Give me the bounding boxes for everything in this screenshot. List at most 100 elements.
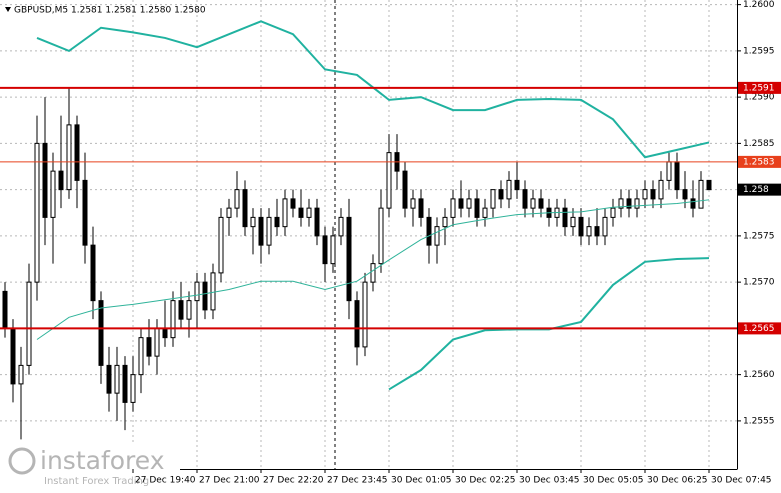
candle-body bbox=[506, 179, 512, 200]
x-tick-label: 30 Dec 03:45 bbox=[519, 476, 580, 486]
candle-body bbox=[690, 198, 696, 209]
candle-body bbox=[170, 300, 176, 339]
logo-subtitle: Instant Forex Trading bbox=[44, 476, 149, 487]
level-label: 1.258 bbox=[743, 185, 769, 195]
candle-body bbox=[386, 152, 392, 209]
candle-body bbox=[530, 198, 536, 209]
y-tick-label: 1.2585 bbox=[743, 139, 775, 149]
x-tick-label: 30 Dec 01:05 bbox=[391, 476, 452, 486]
candle-body bbox=[50, 170, 56, 218]
candle-body bbox=[34, 142, 40, 283]
candle-body bbox=[10, 327, 16, 385]
candle-body bbox=[42, 142, 48, 218]
candle-body bbox=[442, 216, 448, 228]
candle-body bbox=[194, 281, 200, 302]
candle-body bbox=[226, 207, 232, 218]
candle-body bbox=[474, 198, 480, 218]
level-label: 1.2565 bbox=[743, 324, 775, 334]
candle-body bbox=[378, 207, 384, 265]
y-tick-label: 1.2560 bbox=[743, 370, 775, 380]
candle-body bbox=[482, 207, 488, 218]
logo-text: instaforex bbox=[40, 446, 165, 475]
candle-body bbox=[82, 179, 88, 246]
candle-body bbox=[2, 290, 8, 329]
plot bbox=[0, 0, 737, 469]
candle-body bbox=[210, 272, 216, 311]
candle-body bbox=[154, 327, 160, 357]
candle-body bbox=[178, 300, 184, 320]
candle-body bbox=[666, 161, 672, 181]
level-label-box bbox=[738, 155, 781, 168]
candle-body bbox=[282, 198, 288, 228]
candle-body bbox=[202, 281, 208, 311]
candle-body bbox=[338, 216, 344, 237]
candle-body bbox=[26, 281, 32, 366]
candle-body bbox=[298, 207, 304, 218]
y-tick-label: 1.2595 bbox=[743, 46, 775, 56]
candle-body bbox=[642, 189, 648, 200]
candle-body bbox=[362, 281, 368, 348]
candle-body bbox=[90, 244, 96, 302]
candle-body bbox=[402, 170, 408, 209]
y-tick-label: 1.2570 bbox=[743, 278, 775, 288]
x-tick-label: 30 Dec 06:25 bbox=[647, 476, 708, 486]
candle-body bbox=[330, 235, 336, 265]
candle-body bbox=[570, 216, 576, 228]
candle-body bbox=[434, 226, 440, 246]
x-tick-label: 30 Dec 07:45 bbox=[711, 476, 772, 486]
candle-body bbox=[218, 216, 224, 274]
candle-body bbox=[674, 161, 680, 191]
candle-body bbox=[322, 235, 328, 265]
candle-body bbox=[626, 198, 632, 209]
candle-body bbox=[610, 207, 616, 218]
candle-body bbox=[562, 207, 568, 228]
logo-icon bbox=[8, 447, 36, 475]
candle-body bbox=[258, 216, 264, 246]
candle-body bbox=[130, 374, 136, 403]
symbol-icon bbox=[5, 7, 11, 12]
candle-body bbox=[594, 226, 600, 237]
candle-body bbox=[370, 263, 376, 283]
x-tick-label: 27 Dec 21:00 bbox=[199, 476, 260, 486]
level-label: 1.2591 bbox=[743, 83, 775, 93]
x-tick-label: 30 Dec 02:25 bbox=[455, 476, 516, 486]
candle-body bbox=[66, 124, 72, 191]
x-tick-label: 27 Dec 22:20 bbox=[263, 476, 324, 486]
candle-body bbox=[706, 179, 712, 191]
candle-body bbox=[586, 226, 592, 237]
candle-body bbox=[698, 179, 704, 209]
candle-body bbox=[314, 207, 320, 237]
candle-body bbox=[658, 179, 664, 200]
candle-body bbox=[450, 198, 456, 218]
level-label-box bbox=[738, 322, 781, 335]
candle-body bbox=[114, 364, 120, 394]
candle-body bbox=[18, 364, 24, 385]
candle-body bbox=[242, 189, 248, 228]
candle-body bbox=[186, 300, 192, 320]
candle-body bbox=[634, 198, 640, 209]
candle-body bbox=[58, 170, 64, 191]
candle-body bbox=[650, 189, 656, 200]
candle-body bbox=[106, 364, 112, 394]
y-tick-label: 1.2575 bbox=[743, 231, 775, 241]
candle-body bbox=[602, 216, 608, 237]
y-tick-label: 1.2555 bbox=[743, 416, 775, 426]
candle-body bbox=[354, 300, 360, 348]
candle-body bbox=[250, 216, 256, 228]
candle-body bbox=[490, 189, 496, 209]
candle-body bbox=[162, 327, 168, 339]
candle-body bbox=[138, 337, 144, 376]
chart-title: GBPUSD,M5 1.2581 1.2581 1.2580 1.2580 bbox=[14, 6, 206, 16]
y-tick-label: 1.2590 bbox=[743, 93, 775, 103]
candle-body bbox=[98, 300, 104, 366]
level-label-box bbox=[738, 183, 781, 196]
candle-body bbox=[410, 198, 416, 209]
candle-body bbox=[426, 216, 432, 246]
level-label-box bbox=[738, 81, 781, 94]
x-tick-label: 27 Dec 19:40 bbox=[135, 476, 196, 486]
candle-body bbox=[682, 189, 688, 200]
x-tick-label: 27 Dec 23:45 bbox=[327, 476, 388, 486]
candle-body bbox=[306, 207, 312, 218]
